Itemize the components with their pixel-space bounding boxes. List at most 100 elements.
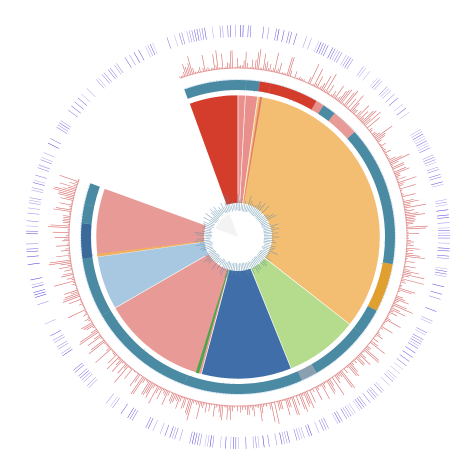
outer-band-tick [26,225,39,227]
bar-red [114,365,129,383]
outer-band-tick [356,66,365,77]
outer-band-tick [59,122,70,130]
bar-red [396,177,399,179]
outer-band-tick [27,212,40,215]
outer-band-tick [286,31,290,44]
outer-band-tick [138,49,145,61]
outer-band-tick [171,427,177,439]
bar-red [383,148,387,151]
outer-band-tick [429,176,442,181]
bar-red [286,398,290,408]
bar-red [406,252,414,255]
outer-band-tick [28,202,41,205]
bar-red [400,281,406,284]
tree-branch [210,212,219,220]
bar-red [354,114,356,116]
tree-branch [196,234,213,236]
bar-red [121,361,124,364]
bar-red [323,382,326,385]
outer-band-tick [88,378,98,388]
tree-branch [263,234,274,236]
bar-red [111,360,123,372]
outer-band-tick [356,397,365,408]
bar-red [106,356,120,370]
bar-red [355,110,362,117]
bar-red [87,335,102,346]
tree-branch [254,211,261,219]
bar-red [175,394,178,400]
tree-branch [214,257,220,263]
bar-red [326,380,336,395]
bar-red [186,67,190,76]
outer-band-tick [281,432,285,444]
bar-red [304,391,311,404]
outer-band-tick [57,124,69,132]
bar-red [246,405,248,416]
bar-red [123,364,128,369]
bar-red [106,347,111,352]
bar-red [84,318,90,322]
outer-band-tick [405,346,416,354]
bar-red [62,222,70,224]
bar-red [286,57,293,76]
bar-red [53,280,75,287]
bar-blue [338,357,340,359]
bar-red [200,402,203,407]
bar-red [397,176,417,184]
outer-band-tick [316,41,322,54]
bar-red [336,374,340,380]
bar-red [80,300,82,302]
inner-ring-segment [347,131,396,265]
bar-red [312,388,315,393]
outer-band-tick [344,57,352,68]
bar-red [182,64,187,77]
outer-band-tick [33,289,46,293]
outer-band-tick [437,250,450,252]
outer-band-tick [368,388,377,398]
bar-red [84,310,87,313]
bar-red [128,366,131,369]
outer-band-tick [37,300,49,306]
outer-band-tick [409,340,420,347]
bar-red [63,218,70,220]
bar-blue [101,316,103,318]
bar-red [338,372,343,378]
bar-red [405,213,426,217]
bar-red [345,90,359,107]
outer-band-tick [219,25,222,38]
bar-red [327,379,336,392]
outer-band-tick [432,283,445,288]
bar-blue [318,371,320,373]
bar-red [364,111,381,126]
outer-band-tick [318,419,325,431]
outer-band-tick [435,269,448,272]
outer-band-tick [423,157,435,162]
bar-blue [353,130,355,132]
bar-blue [121,342,123,344]
outer-band-tick [274,28,277,41]
outer-band-tick [27,207,40,210]
tree-branch [239,263,241,278]
tree-branch [221,259,226,266]
bar-red [401,278,424,285]
bar-red [208,403,211,412]
clade-accent-orange-line [96,240,207,257]
outer-band-tick [307,424,313,436]
bar-red [374,335,377,337]
center-gap [215,214,238,237]
outer-band-tick [435,201,448,205]
bar-red [383,323,385,325]
bar-red [358,116,361,119]
outer-band-tick [396,107,407,116]
outer-band-tick [109,67,118,78]
bar-red [397,180,400,182]
outer-band-tick [71,105,81,114]
tree-branch [219,261,226,274]
bar-red [56,254,71,258]
outer-band-tick [393,103,404,112]
bar-red [64,289,78,295]
bar-red [403,268,411,271]
bar-red [404,203,426,209]
bar-red [212,404,216,417]
bar-blue [344,352,346,354]
